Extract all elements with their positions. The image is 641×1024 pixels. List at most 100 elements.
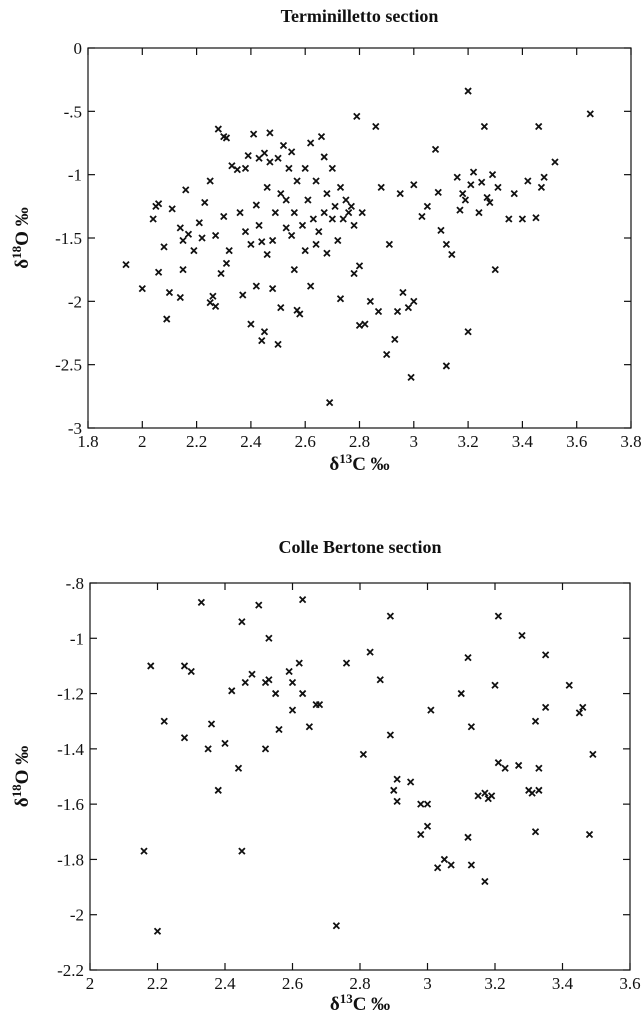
point bbox=[180, 734, 189, 742]
x-tick-label: 2 bbox=[86, 974, 95, 993]
point bbox=[221, 739, 229, 747]
point bbox=[255, 601, 263, 609]
axis-label-symbol: δ bbox=[12, 259, 33, 269]
point bbox=[190, 247, 198, 255]
point bbox=[211, 231, 220, 240]
y-tick-label: -2 bbox=[70, 906, 84, 925]
point bbox=[288, 706, 297, 714]
point bbox=[197, 598, 206, 606]
point bbox=[433, 864, 442, 872]
y-tick-label: -2.2 bbox=[57, 961, 84, 980]
point bbox=[265, 676, 273, 684]
point bbox=[258, 238, 266, 246]
point bbox=[393, 307, 402, 316]
point bbox=[336, 295, 345, 303]
axis-label: δ18O ‰ bbox=[9, 746, 33, 807]
point bbox=[306, 282, 315, 290]
point bbox=[238, 618, 246, 626]
point bbox=[252, 201, 260, 209]
point bbox=[154, 268, 163, 276]
point bbox=[234, 764, 243, 772]
point bbox=[537, 183, 546, 191]
point bbox=[487, 792, 496, 800]
point bbox=[288, 678, 297, 687]
point bbox=[233, 165, 241, 174]
point bbox=[249, 130, 258, 138]
point bbox=[282, 224, 290, 232]
axis-label-superscript: 18 bbox=[9, 245, 24, 259]
point bbox=[399, 288, 407, 297]
point bbox=[491, 266, 499, 274]
point bbox=[350, 269, 358, 278]
point bbox=[211, 302, 220, 311]
point bbox=[187, 667, 195, 676]
point bbox=[295, 659, 303, 667]
x-tick-label: 2 bbox=[138, 432, 147, 451]
point bbox=[217, 269, 225, 278]
point bbox=[290, 209, 298, 217]
point bbox=[207, 720, 216, 728]
axis-label: δ18O ‰ bbox=[9, 207, 33, 268]
point bbox=[277, 190, 285, 198]
point bbox=[575, 709, 584, 717]
point bbox=[385, 240, 394, 248]
point bbox=[279, 141, 288, 150]
point bbox=[532, 214, 540, 222]
point bbox=[585, 830, 594, 839]
point bbox=[355, 262, 364, 270]
point bbox=[361, 320, 369, 328]
point bbox=[252, 282, 260, 290]
point bbox=[491, 681, 499, 689]
point bbox=[481, 877, 489, 886]
x-tick-label: 2.4 bbox=[240, 432, 262, 451]
point bbox=[342, 659, 351, 667]
point bbox=[293, 177, 301, 185]
point bbox=[282, 196, 290, 204]
point bbox=[464, 328, 472, 336]
point bbox=[160, 243, 168, 251]
point bbox=[317, 133, 326, 141]
point bbox=[265, 634, 273, 642]
point bbox=[457, 689, 465, 698]
point bbox=[261, 745, 270, 753]
point bbox=[296, 310, 304, 318]
point bbox=[565, 681, 573, 689]
point bbox=[260, 149, 269, 157]
chart: Terminilletto section 1.8 2 2.2 2.4 2.6 2.8 3 3.… bbox=[9, 6, 641, 475]
point bbox=[176, 293, 184, 302]
axis-label-superscript: 13 bbox=[339, 451, 353, 466]
y-tick-label: -.5 bbox=[64, 102, 82, 121]
point bbox=[469, 168, 478, 176]
point bbox=[359, 750, 368, 759]
point bbox=[287, 231, 296, 240]
point bbox=[404, 304, 413, 312]
point bbox=[423, 800, 432, 808]
x-tick-label: 1.8 bbox=[77, 432, 98, 451]
point bbox=[423, 202, 432, 210]
y-tick-label: -1.4 bbox=[57, 740, 84, 759]
point bbox=[376, 676, 384, 684]
y-tick-label: -1.8 bbox=[57, 850, 84, 869]
point bbox=[494, 759, 503, 767]
x-tick-label: 2.6 bbox=[295, 432, 316, 451]
point bbox=[374, 307, 383, 316]
point bbox=[501, 764, 509, 772]
point bbox=[298, 221, 307, 229]
axis-label-superscript: 13 bbox=[340, 991, 354, 1006]
point bbox=[456, 206, 464, 214]
point bbox=[531, 828, 540, 836]
y-tick-label: -1.2 bbox=[57, 685, 84, 704]
y-tick-label: -1 bbox=[70, 629, 84, 648]
point bbox=[518, 631, 526, 640]
point bbox=[206, 177, 214, 185]
y-tick-label: -.8 bbox=[66, 574, 84, 593]
point bbox=[442, 362, 451, 370]
point bbox=[258, 336, 266, 345]
point bbox=[266, 158, 274, 166]
point bbox=[248, 670, 256, 678]
point bbox=[448, 250, 456, 259]
point bbox=[505, 215, 513, 223]
plot-frame bbox=[89, 582, 631, 971]
axis-label-superscript: 18 bbox=[9, 784, 24, 798]
